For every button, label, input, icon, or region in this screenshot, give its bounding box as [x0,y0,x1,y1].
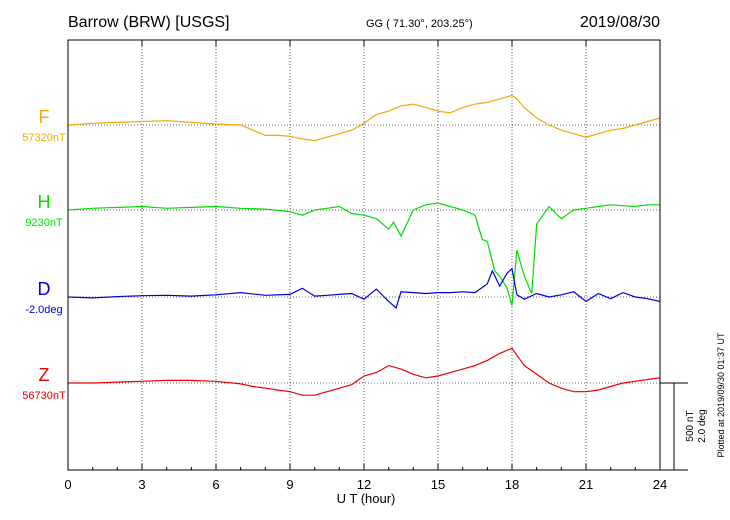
scale-bar-nt-label: 500 nT [685,410,696,441]
series-line-z [68,347,661,396]
plot-frame [67,39,661,471]
x-axis-label: U T (hour) [337,491,396,506]
series-line-h [67,202,660,306]
series-name-f: F [39,107,50,127]
series-baseline-d: -2.0deg [25,304,62,316]
x-tick-label-24: 24 [653,477,667,492]
plotted-timestamp: Plotted at 2019/09/30 01:37 UT [716,332,726,458]
series-name-h: H [38,192,51,212]
series-baseline-h: 9230nT [25,217,63,229]
series-name-d: D [38,279,51,299]
x-tick-label-18: 18 [505,477,519,492]
x-tick-label-12: 12 [357,477,371,492]
x-tick-label-15: 15 [431,477,445,492]
grid-layer [68,40,660,470]
x-tick-label-6: 6 [212,477,219,492]
coordinates-label: GG ( 71.30°, 203.25°) [366,18,473,30]
x-axis: 0 3 6 9 12 15 18 21 24 [64,40,667,492]
station-title: Barrow (BRW) [USGS] [68,14,230,31]
x-tick-label-0: 0 [64,477,71,492]
series-baseline-z: 56730nT [22,390,66,402]
series-labels-layer: F 57320nT H 9230nT D -2.0deg Z 56730nT [22,107,66,402]
series-line-d [67,267,661,309]
series-baseline-f: 57320nT [22,132,66,144]
scale-bar: 500 nT 2.0 deg [660,382,708,471]
series-line-f [67,94,661,142]
series-name-z: Z [39,365,50,385]
x-tick-label-9: 9 [286,477,293,492]
scale-bar-deg-label: 2.0 deg [697,409,708,442]
date-label: 2019/08/30 [580,14,660,31]
x-tick-label-3: 3 [138,477,145,492]
series-layer [67,94,661,396]
x-tick-label-21: 21 [579,477,593,492]
